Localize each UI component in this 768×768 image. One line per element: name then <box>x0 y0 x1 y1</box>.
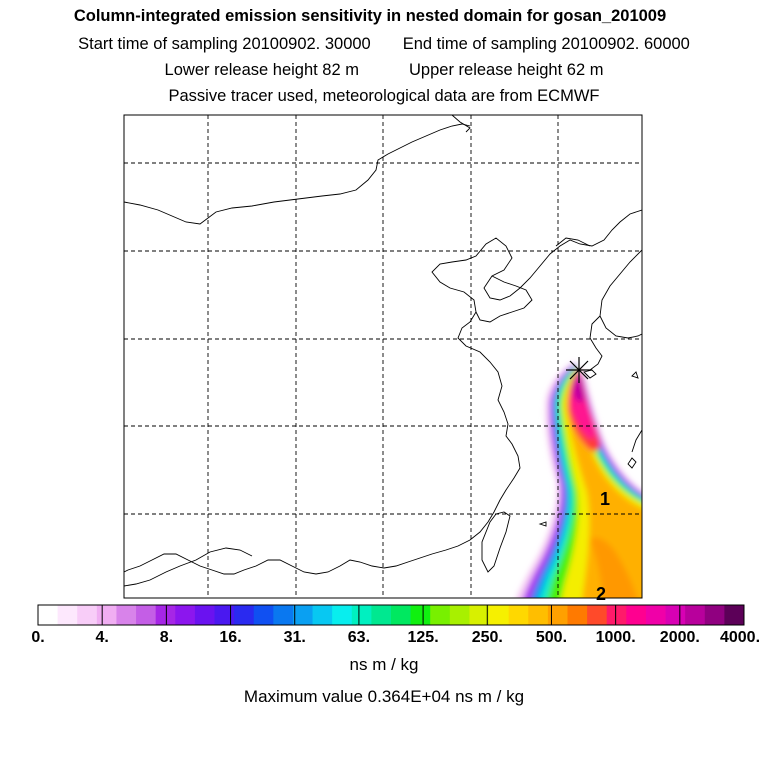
colorbar-swatch <box>273 605 294 625</box>
colorbar-tick-label: 16. <box>219 629 242 646</box>
colorbar-tick-label: 250. <box>471 629 503 646</box>
colorbar-swatch <box>665 605 686 625</box>
colorbar-swatch <box>332 605 353 625</box>
field-band-purple-core <box>573 372 584 403</box>
sampling-time-line: Start time of sampling 20100902. 30000 En… <box>0 34 768 54</box>
coast-north <box>431 209 642 555</box>
korea-border <box>555 237 591 247</box>
border-southwest <box>124 547 253 587</box>
colorbar-swatch <box>214 605 235 625</box>
colorbar-swatch <box>645 605 667 625</box>
colorbar-swatch <box>724 605 745 625</box>
release-height-line: Lower release height 82 m Upper release h… <box>0 60 768 80</box>
colorbar-swatch <box>253 605 274 625</box>
colorbar-units: ns m / kg <box>349 655 419 674</box>
colorbar-tick-label: 63. <box>347 629 371 646</box>
end-time: End time of sampling 20100902. 60000 <box>402 35 690 53</box>
colorbar-swatch <box>57 605 78 625</box>
colorbar-swatch <box>234 605 255 625</box>
colorbar-swatch <box>312 605 333 625</box>
colorbar-swatch <box>175 605 196 625</box>
upper-release-height: Upper release height 62 m <box>409 61 604 79</box>
colorbar-swatch <box>469 605 490 625</box>
contour-label-1: 1 <box>600 489 610 509</box>
colorbar-tick-label: 0. <box>31 629 45 646</box>
colorbar-swatch <box>508 605 529 625</box>
colorbar <box>37 604 745 626</box>
release-star-icon <box>566 357 592 383</box>
colorbar-swatch <box>410 605 431 625</box>
start-time: Start time of sampling 20100902. 30000 <box>78 35 371 53</box>
colorbar-swatch <box>528 605 549 625</box>
plot-title: Column-integrated emission sensitivity i… <box>73 7 667 25</box>
colorbar-tick-label: 8. <box>159 629 174 646</box>
shandong <box>475 275 533 323</box>
colorbar-swatch <box>351 605 372 625</box>
taiwan <box>481 511 511 573</box>
contour-label-2: 2 <box>596 584 606 604</box>
map-gridlines <box>124 115 642 598</box>
field-band-orange <box>566 369 642 598</box>
maximum-value: Maximum value 0.364E+04 ns m / kg <box>243 687 525 706</box>
colorbar-tick-label: 1000. <box>595 629 636 646</box>
colorbar-swatch <box>626 605 647 625</box>
colorbar-tick-label: 31. <box>283 629 306 646</box>
ryukyu-island-1 <box>627 457 637 469</box>
colorbar-swatch <box>449 605 470 625</box>
korea-coast <box>589 249 642 371</box>
colorbar-swatch <box>371 605 392 625</box>
coast-south <box>124 553 433 575</box>
colorbar-tick-label: 4. <box>95 629 109 646</box>
colorbar-swatch <box>685 605 706 625</box>
colorbar-tick-label: 2000. <box>659 629 700 646</box>
island-small <box>538 521 547 527</box>
colorbar-tick-label: 125. <box>407 629 439 646</box>
colorbar-swatch <box>194 605 215 625</box>
colorbar-swatch <box>430 605 451 625</box>
tracer-info: Passive tracer used, meteorological data… <box>168 87 600 105</box>
colorbar-swatch <box>77 605 98 625</box>
colorbar-swatch <box>704 605 725 625</box>
colorbar-swatch <box>391 605 412 625</box>
ryukyu-island-2 <box>631 371 639 379</box>
colorbar-swatch <box>155 605 176 625</box>
colorbar-swatch <box>38 605 59 625</box>
field-band-lower-orange <box>590 537 637 598</box>
colorbar-swatch <box>489 605 510 625</box>
japan-tip <box>631 429 642 453</box>
border-north <box>124 123 471 225</box>
colorbar-tick-label: 500. <box>535 629 568 646</box>
border-northeast <box>451 115 471 133</box>
colorbar-swatch <box>567 605 588 625</box>
lower-release-height: Lower release height 82 m <box>164 61 359 79</box>
colorbar-swatch <box>547 605 568 625</box>
colorbar-swatch <box>96 605 117 625</box>
colorbar-swatch <box>292 605 314 625</box>
coastlines <box>124 115 642 587</box>
colorbar-swatch <box>116 605 137 625</box>
sensitivity-field <box>516 362 642 598</box>
colorbar-swatch <box>587 605 608 625</box>
colorbar-tick-label: 4000. <box>719 629 761 646</box>
colorbar-swatch <box>606 605 627 625</box>
jeju <box>583 369 597 379</box>
colorbar-swatch <box>136 605 157 625</box>
